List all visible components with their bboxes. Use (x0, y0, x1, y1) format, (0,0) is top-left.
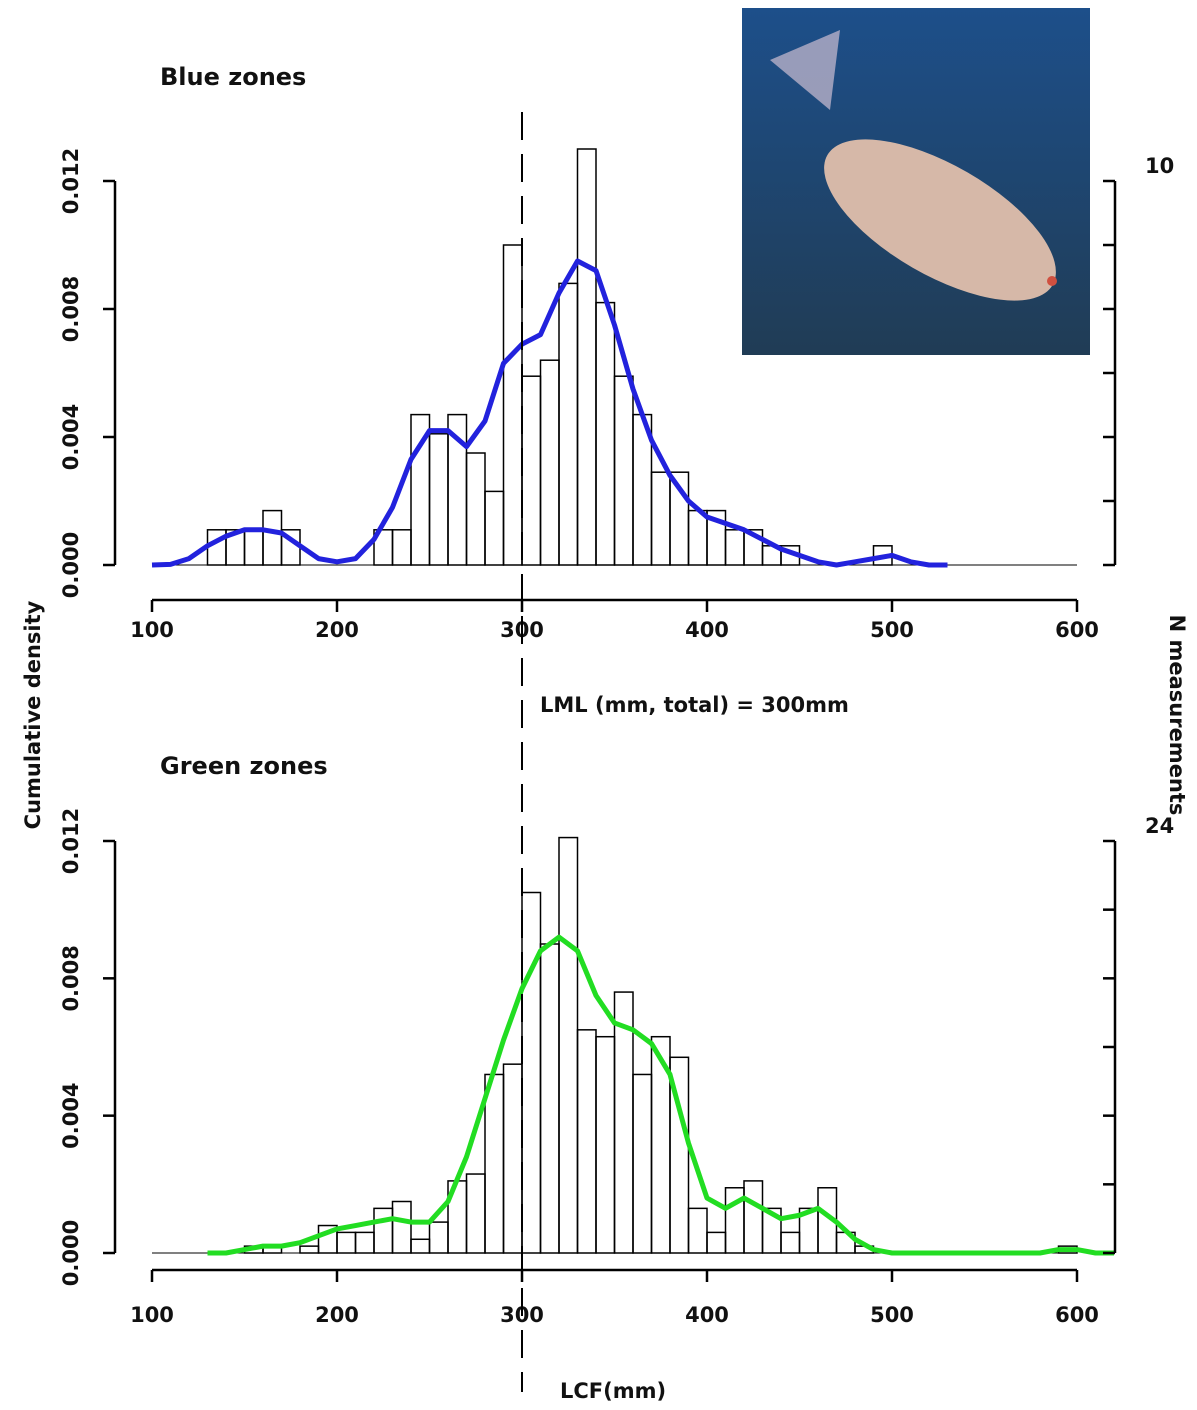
bar (724, 529, 745, 566)
bar (373, 1207, 394, 1254)
bar (539, 359, 560, 566)
bar (595, 1035, 616, 1254)
density-line (151, 258, 948, 568)
y-tick-label: 0.012 (59, 148, 83, 214)
bar (761, 1207, 782, 1254)
x-tick-label: 600 (1055, 1303, 1099, 1327)
bar (354, 1231, 375, 1254)
bar (336, 1231, 357, 1254)
x-tick-label: 500 (870, 1303, 914, 1327)
panel-title: Blue zones (160, 63, 306, 91)
bar (539, 943, 560, 1254)
bar (669, 1056, 690, 1254)
photo (742, 8, 1090, 355)
x-axis-label: LCF(mm) (560, 1379, 666, 1403)
bar (743, 1180, 764, 1254)
x-tick-label: 500 (870, 618, 914, 642)
x-tick-label: 100 (130, 1303, 174, 1327)
bar (521, 891, 542, 1254)
bar (428, 1221, 449, 1254)
panel-title: Green zones (160, 752, 328, 780)
bar (391, 1200, 412, 1254)
x-tick-label: 200 (315, 1303, 359, 1327)
bar (576, 1029, 597, 1254)
bar (465, 452, 486, 566)
bar (502, 1063, 523, 1254)
y2-tick-label: 24 (1145, 814, 1174, 838)
bar (595, 301, 616, 566)
bar (428, 433, 449, 566)
bar (687, 509, 708, 566)
y-tick-label: 0.004 (59, 404, 83, 470)
bar (243, 529, 264, 566)
annotation: LML (mm, total) = 300mm (540, 693, 849, 717)
y-tick-label: 0.004 (59, 1082, 83, 1148)
x-tick-label: 600 (1055, 618, 1099, 642)
y2-tick-label: 10 (1145, 154, 1174, 178)
y-tick-label: 0.012 (59, 808, 83, 874)
bar (558, 282, 579, 566)
bar (632, 1073, 653, 1254)
x-tick-label: 200 (315, 618, 359, 642)
bar (650, 471, 671, 566)
bar (262, 509, 283, 566)
y-tick-label: 0.000 (59, 1220, 83, 1286)
y-tick-label: 0.000 (59, 532, 83, 598)
bar (484, 1073, 505, 1254)
y-axis-label: Cumulative density (21, 600, 45, 829)
bar (410, 1238, 431, 1254)
bar (502, 244, 523, 566)
bar (687, 1207, 708, 1254)
bar (521, 375, 542, 566)
bar (299, 1245, 320, 1254)
density-line (207, 934, 1114, 1256)
bar (613, 375, 634, 566)
bar (465, 1173, 486, 1254)
bar (391, 529, 412, 566)
x-tick-label: 400 (685, 618, 729, 642)
bar (576, 148, 597, 566)
y2-axis-label: N measurements (1165, 615, 1189, 816)
x-tick-label: 400 (685, 1303, 729, 1327)
bar (780, 1231, 801, 1254)
y-tick-label: 0.008 (59, 945, 83, 1011)
bar (706, 1231, 727, 1254)
y-tick-label: 0.008 (59, 276, 83, 342)
bar (484, 490, 505, 566)
bar (558, 836, 579, 1254)
x-tick-label: 100 (130, 618, 174, 642)
